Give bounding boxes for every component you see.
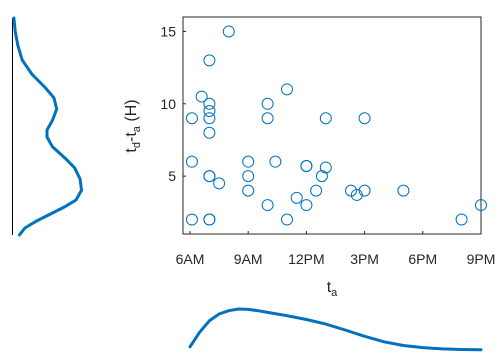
scatter-point bbox=[261, 97, 274, 110]
scatter-points bbox=[185, 25, 487, 226]
scatter-point bbox=[203, 213, 216, 226]
plot-area bbox=[182, 16, 482, 235]
scatter-point bbox=[319, 161, 332, 174]
x-tick-label: 12PM bbox=[288, 251, 325, 267]
scatter-point bbox=[315, 170, 328, 183]
scatter-point bbox=[261, 199, 274, 212]
x-tick-label: 6AM bbox=[176, 251, 205, 267]
scatter-point bbox=[300, 199, 313, 212]
scatter-point bbox=[203, 112, 216, 125]
x-axis-ticks: 6AM 9AM 12PM 3PM 6PM 9PM bbox=[176, 231, 496, 267]
y-tick-label: 5 bbox=[168, 168, 176, 184]
x-tick-label: 9PM bbox=[467, 251, 496, 267]
x-axis-label: ta bbox=[327, 279, 338, 299]
x-axis-label-subscript: a bbox=[331, 287, 338, 299]
scatter-point bbox=[195, 90, 208, 103]
y-tick-label: 15 bbox=[160, 23, 176, 39]
scatter-point bbox=[203, 126, 216, 139]
scatter-point bbox=[213, 177, 226, 190]
scatter-point bbox=[185, 213, 198, 226]
y-axis-ticks: 5 10 15 bbox=[160, 23, 186, 184]
scatter-point bbox=[269, 155, 282, 168]
scatter-point bbox=[203, 97, 216, 110]
scatter-point bbox=[281, 83, 293, 96]
scatter-point bbox=[185, 112, 198, 125]
x-marginal-density-curve bbox=[188, 307, 483, 352]
scatter-point bbox=[222, 25, 235, 38]
scatter-point bbox=[281, 213, 293, 226]
scatter-point bbox=[203, 105, 216, 118]
scatter-point bbox=[185, 155, 198, 168]
scatter-point bbox=[242, 170, 255, 183]
x-axis-label-base: t bbox=[327, 279, 332, 296]
scatter-point bbox=[475, 199, 487, 212]
scatter-point bbox=[203, 54, 216, 67]
y-marginal-density-curve bbox=[12, 16, 84, 237]
scatter-point bbox=[242, 184, 255, 197]
scatter-point bbox=[319, 112, 332, 125]
scatter-point bbox=[358, 112, 371, 125]
x-tick-label: 6PM bbox=[408, 251, 437, 267]
scatter-point bbox=[261, 112, 274, 125]
scatter-point bbox=[350, 188, 363, 201]
scatter-point bbox=[300, 160, 313, 173]
y-axis-label-unit: (H) bbox=[123, 99, 140, 126]
y-axis-label-mid: -t bbox=[123, 132, 140, 142]
scatter-point bbox=[397, 184, 410, 197]
scatter-point bbox=[455, 213, 468, 226]
scatter-point bbox=[203, 170, 216, 183]
y-axis-label-sub1: d bbox=[131, 142, 143, 148]
y-axis-label-sub2: a bbox=[131, 125, 143, 132]
y-tick-label: 10 bbox=[160, 96, 176, 112]
scatter-point bbox=[290, 191, 303, 204]
scatter-point bbox=[310, 184, 323, 197]
scatter-point bbox=[358, 184, 371, 197]
x-tick-label: 3PM bbox=[350, 251, 379, 267]
scatter-point bbox=[242, 155, 255, 168]
y-axis-label: td-ta (H) bbox=[123, 99, 143, 152]
x-tick-label: 9AM bbox=[234, 251, 263, 267]
y-axis-label-t1: t bbox=[123, 148, 140, 153]
